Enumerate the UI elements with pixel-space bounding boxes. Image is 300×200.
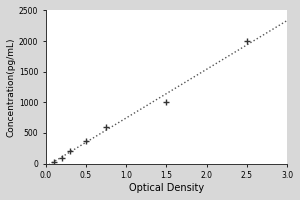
- Y-axis label: Concentration(pg/mL): Concentration(pg/mL): [7, 37, 16, 137]
- X-axis label: Optical Density: Optical Density: [129, 183, 204, 193]
